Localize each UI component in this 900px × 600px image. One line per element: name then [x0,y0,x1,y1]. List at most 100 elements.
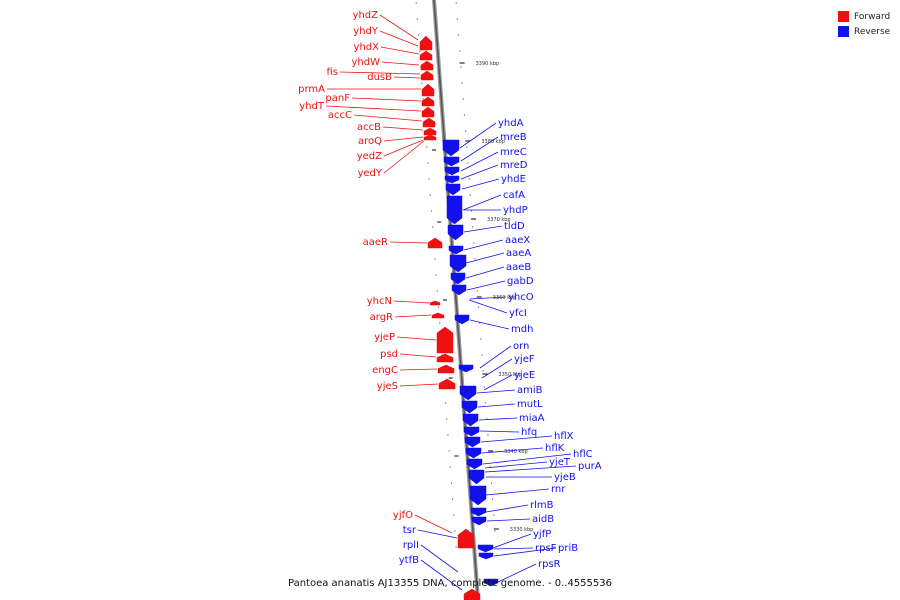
gene-feature-aroQ[interactable] [423,134,437,141]
gene-label-yhdE[interactable]: yhdE [501,174,526,185]
gene-label-yedZ[interactable]: yedZ [357,151,382,162]
gene-feature-mreC[interactable] [444,166,460,176]
gene-label-yhcO[interactable]: yhcO [508,292,534,303]
gene-feature-amiB[interactable] [459,385,477,401]
gene-feature-panF[interactable] [421,96,435,107]
gene-label-amiB[interactable]: amiB [517,385,543,396]
gene-feature-miaA[interactable] [462,413,479,427]
gene-feature-aaeR[interactable] [427,237,443,249]
gene-label-rnr[interactable]: rnr [551,484,566,495]
gene-label-hflK[interactable]: hflK [545,443,565,454]
gene-feature-accC[interactable] [422,117,436,128]
gene-feature-yhdZ[interactable] [419,35,433,51]
gene-feature-tsr[interactable] [457,528,475,549]
gene-label-mdh[interactable]: mdh [511,324,533,335]
gene-label-cafA[interactable]: cafA [503,190,525,201]
gene-label-orn[interactable]: orn [513,341,529,352]
gene-label-yjeF[interactable]: yjeF [514,354,535,365]
gene-feature-rpsR[interactable] [483,578,499,587]
gene-label-accB[interactable]: accB [357,122,381,133]
gene-feature-fis[interactable] [420,70,434,81]
gene-label-aaeB[interactable]: aaeB [506,262,531,273]
gene-label-yhdZ[interactable]: yhdZ [353,10,379,21]
gene-feature-purA[interactable] [468,469,485,485]
gene-feature-cafA[interactable] [446,195,463,225]
gene-feature-prmA[interactable] [421,83,435,97]
gene-feature-orn[interactable] [458,364,474,373]
gene-label-rpsR[interactable]: rpsR [538,559,561,570]
gene-label-panF[interactable]: panF [325,93,350,104]
gene-feature-gabD[interactable] [451,284,467,296]
gene-label-rplI[interactable]: rplI [403,540,419,551]
gene-label-tsr[interactable]: tsr [403,525,417,536]
gene-label-accC[interactable]: accC [328,110,352,121]
gene-feature-yhdE[interactable] [445,183,461,196]
gene-label-yfcI[interactable]: yfcI [509,308,527,319]
gene-feature-rnr[interactable] [469,485,487,506]
gene-feature-priB[interactable] [478,552,494,560]
gene-label-yjeS[interactable]: yjeS [377,381,398,392]
gene-feature-mreB[interactable] [443,156,460,167]
gene-label-purA[interactable]: purA [578,461,602,472]
gene-label-hfq[interactable]: hfq [521,427,537,438]
gene-feature-rlmB[interactable] [470,507,487,517]
gene-label-yhdY[interactable]: yhdY [353,26,379,37]
gene-label-prmA[interactable]: prmA [298,84,325,95]
gene-label-yedY[interactable]: yedY [357,168,382,179]
gene-feature-mutL[interactable] [461,400,478,414]
gene-label-aidB[interactable]: aidB [532,514,554,525]
gene-label-mreB[interactable]: mreB [500,132,527,143]
gene-label-yhdP[interactable]: yhdP [503,205,528,216]
gene-feature-argR[interactable] [431,312,445,319]
gene-feature-yhcN[interactable] [429,300,441,306]
gene-label-ytfB[interactable]: ytfB [399,555,419,566]
gene-feature-engC[interactable] [437,364,455,374]
gene-label-rpsF[interactable]: rpsF [535,543,557,554]
gene-label-yjeB[interactable]: yjeB [554,472,576,483]
gene-feature-yhdW[interactable] [420,60,434,71]
gene-label-yhdX[interactable]: yhdX [354,42,380,53]
gene-label-yhdA[interactable]: yhdA [498,118,524,129]
gene-feature-ytfB[interactable] [463,588,481,600]
gene-label-yhdW[interactable]: yhdW [352,57,381,68]
gene-label-gabD[interactable]: gabD [507,276,534,287]
gene-feature-yjeS[interactable] [438,378,456,390]
gene-feature-aaeA[interactable] [449,254,467,273]
gene-label-argR[interactable]: argR [370,312,393,323]
gene-label-yjeT[interactable]: yjeT [549,457,571,468]
gene-feature-aidB[interactable] [471,516,487,526]
gene-label-yhdT[interactable]: yhdT [299,101,325,112]
gene-label-aroQ[interactable]: aroQ [358,136,382,147]
gene-feature-aaeX[interactable] [448,245,464,255]
gene-feature-rpsF[interactable] [477,544,494,553]
gene-label-yjeP[interactable]: yjeP [374,332,395,343]
gene-feature-mdh[interactable] [454,314,470,325]
gene-label-yhcN[interactable]: yhcN [367,296,392,307]
gene-label-yjfP[interactable]: yjfP [533,529,551,540]
gene-label-miaA[interactable]: miaA [519,413,545,424]
gene-feature-yjeP[interactable] [436,326,454,354]
gene-label-mutL[interactable]: mutL [517,399,543,410]
gene-feature-yhdT[interactable] [421,106,435,118]
gene-feature-hflX[interactable] [464,436,481,448]
gene-feature-mreD[interactable] [444,175,460,184]
gene-label-aaeX[interactable]: aaeX [505,235,530,246]
gene-label-mreC[interactable]: mreC [500,147,527,158]
gene-feature-psd[interactable] [436,353,454,363]
gene-feature-yhdA[interactable] [442,139,460,157]
gene-feature-aaeB[interactable] [450,272,466,285]
gene-label-rlmB[interactable]: rlmB [530,500,554,511]
gene-feature-hflK[interactable] [465,447,482,459]
gene-label-engC[interactable]: engC [372,365,398,376]
gene-feature-accB[interactable] [423,127,437,136]
gene-label-mreD[interactable]: mreD [500,160,528,171]
gene-label-hflC[interactable]: hflC [573,449,593,460]
gene-feature-tldD[interactable] [447,224,464,241]
gene-label-hflX[interactable]: hflX [554,431,574,442]
gene-feature-yhdX[interactable] [419,50,433,61]
gene-label-priB[interactable]: priB [558,543,578,554]
gene-feature-hflC[interactable] [466,458,483,470]
gene-label-fis[interactable]: fis [326,67,338,78]
gene-feature-hfq[interactable] [463,426,480,437]
gene-label-psd[interactable]: psd [380,349,398,360]
